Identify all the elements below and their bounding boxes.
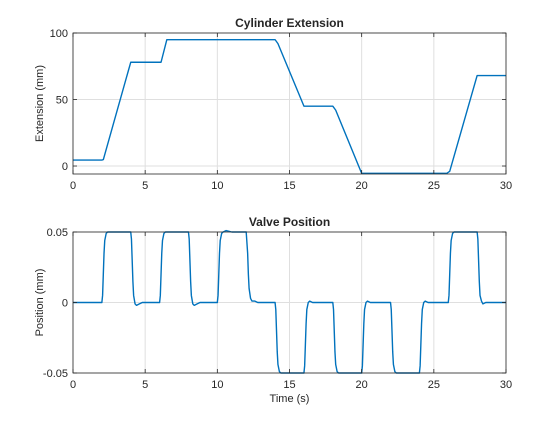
valve-x-tick-label: 5 <box>142 379 148 391</box>
valve-x-tick-label: 0 <box>70 379 76 391</box>
valve-x-tick-label: 15 <box>283 379 295 391</box>
valve-chart-title: Valve Position <box>249 215 330 229</box>
extension-y-tick-label: 0 <box>62 161 68 173</box>
valve-y-tick-label: -0.05 <box>43 368 68 380</box>
valve-x-tick-label: 30 <box>500 379 512 391</box>
valve-x-tick-label: 20 <box>356 379 368 391</box>
valve-x-axis-label: Time (s) <box>270 393 310 405</box>
extension-y-tick-label: 100 <box>50 28 68 40</box>
valve-y-axis-label: Position (mm) <box>34 269 46 337</box>
extension-x-tick-label: 10 <box>211 180 223 192</box>
extension-chart-title: Cylinder Extension <box>235 16 344 30</box>
valve-y-tick-label: 0 <box>62 298 68 310</box>
extension-x-tick-label: 15 <box>283 180 295 192</box>
valve-y-tick-label: 0.05 <box>47 227 68 239</box>
extension-series-line <box>73 38 506 175</box>
extension-x-tick-label: 30 <box>500 180 512 192</box>
extension-x-tick-label: 0 <box>70 180 76 192</box>
valve-series-line <box>73 229 506 374</box>
extension-y-tick-label: 50 <box>56 95 68 107</box>
extension-axes: 0 5 10 15 20 25 30 0 50 100 Cylinder Extension Exte… <box>34 16 512 192</box>
valve-x-tick-label: 25 <box>428 379 440 391</box>
extension-x-tick-label: 5 <box>142 180 148 192</box>
valve-x-tick-label: 10 <box>211 379 223 391</box>
extension-y-axis-label: Extension (mm) <box>34 65 46 142</box>
extension-x-tick-label: 25 <box>428 180 440 192</box>
extension-x-tick-label: 20 <box>356 180 368 192</box>
